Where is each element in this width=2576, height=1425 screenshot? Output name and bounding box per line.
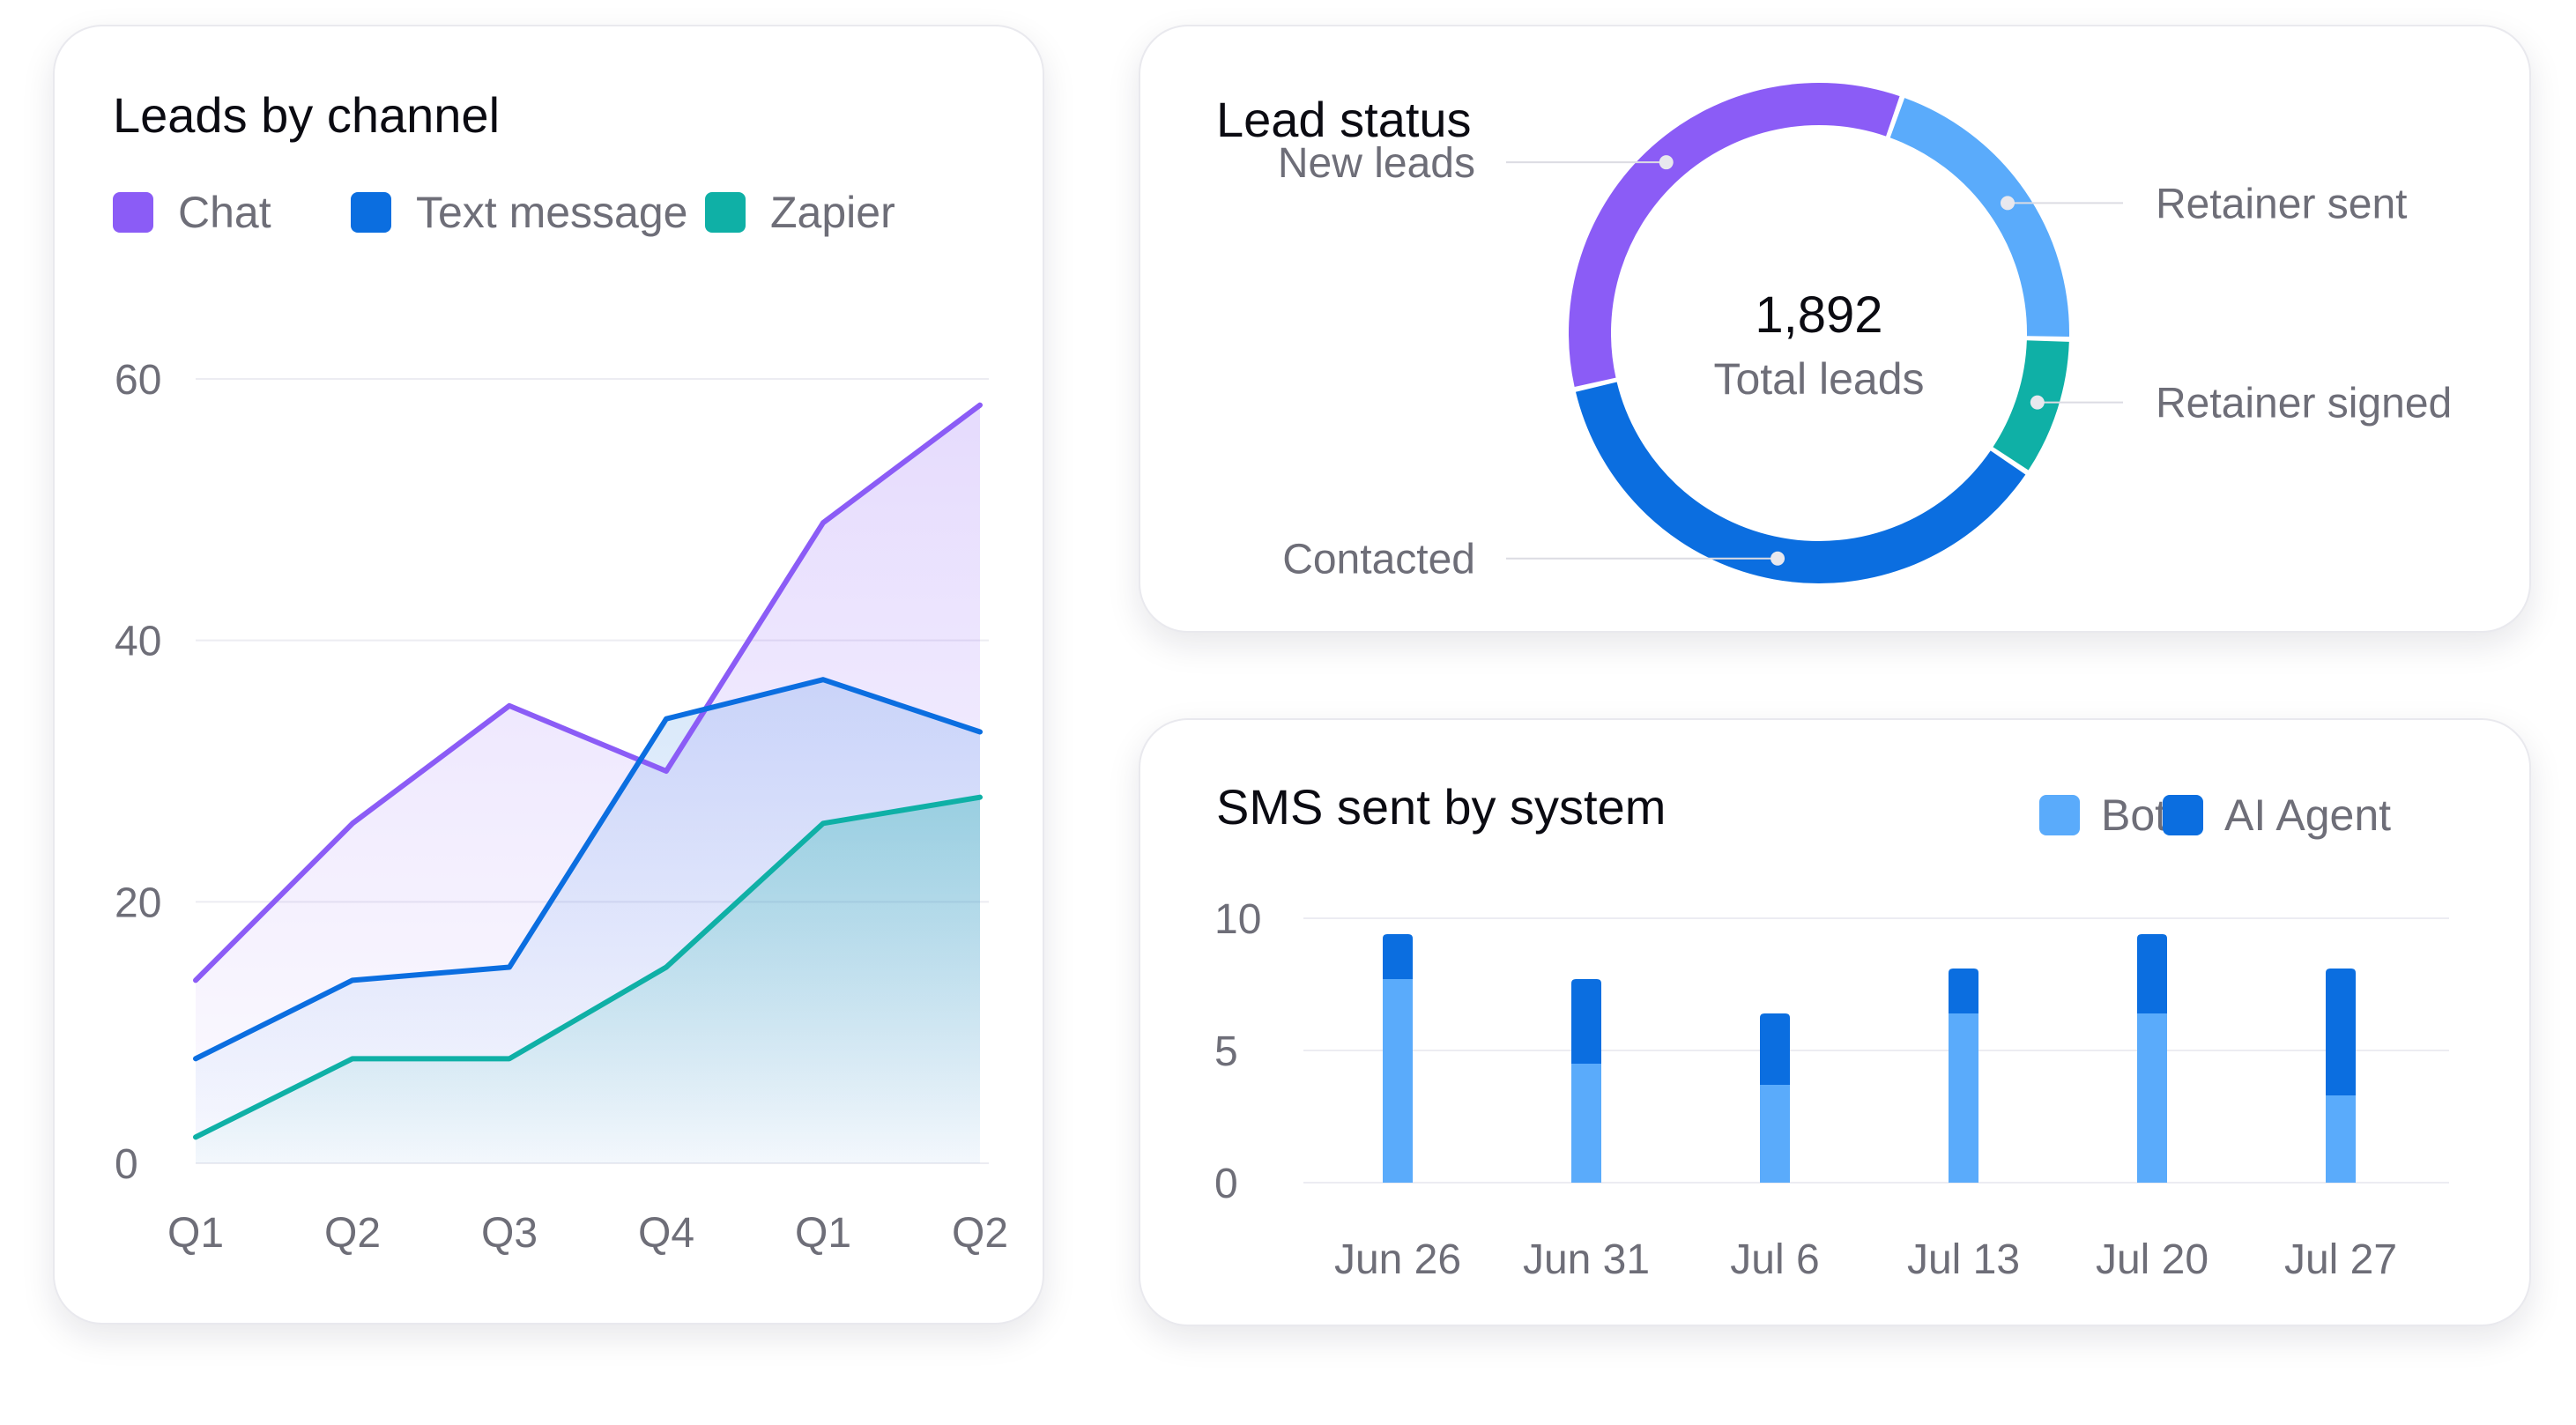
legend-item-text-message: Text message [351, 188, 687, 237]
y-tick-label: 5 [1214, 1028, 1238, 1075]
leader-dot [1771, 551, 1785, 566]
x-tick-label: Jun 26 [1334, 1236, 1461, 1283]
area-fills [196, 404, 980, 1164]
leader-dot [2030, 395, 2045, 410]
x-tick-label: Q4 [638, 1210, 694, 1257]
y-tick-label: 20 [115, 879, 161, 926]
lead-status-card: Lead status New leads Retainer sent Retain… [1139, 25, 2531, 633]
x-tick-label: Jul 20 [2096, 1236, 2209, 1283]
bar-ai-agent-jul-6 [1760, 1013, 1790, 1085]
slice-labels: New leads Retainer sent Retainer signed Con… [1278, 140, 2452, 583]
legend-swatch-chat [113, 192, 153, 233]
slice-label-text: Contacted [1282, 537, 1475, 583]
y-tick-label: 60 [115, 357, 161, 404]
bar-bot-jul-27 [2326, 1095, 2356, 1183]
line-chat [193, 402, 983, 983]
bar-bot-jun-31 [1571, 1064, 1601, 1183]
bar-ai-agent-jul-13 [1949, 969, 1978, 1013]
bar-ai-agent-jun-31 [1571, 979, 1601, 1064]
legend-label-ai-agent: AI Agent [2224, 790, 2391, 840]
legend-swatch-text-message [351, 192, 391, 233]
chart-legend: Chat Text message Zapier [113, 188, 895, 237]
bar-bot-jul-6 [1760, 1085, 1790, 1183]
total-leads-label: Total leads [1713, 354, 1924, 404]
legend-label-bot: Bot [2101, 790, 2167, 840]
legend-item-bot: Bot [2039, 790, 2167, 840]
y-axis: 0 5 10 [1214, 896, 1261, 1207]
x-axis: Jun 26 Jun 31 Jul 6 Jul 13 Jul 20 Jul 27 [1334, 1236, 2397, 1283]
legend-label-text-message: Text message [416, 188, 687, 237]
leader-dot [1659, 155, 1674, 170]
slice-label-contacted: Contacted [1282, 537, 1785, 583]
x-tick-label: Q1 [167, 1210, 224, 1257]
bar-bot-jul-13 [1949, 1013, 1978, 1183]
bar-bot-jul-20 [2137, 1013, 2167, 1183]
donut-slice-retainer-sent [1889, 98, 2069, 337]
total-leads-value: 1,892 [1755, 286, 1882, 344]
slice-label-text: New leads [1278, 140, 1475, 187]
y-tick-label: 0 [1214, 1161, 1238, 1207]
sms-sent-chart: SMS sent by system Bot AI Agent Jun 26 Jun… [1214, 779, 2449, 1283]
y-tick-label: 10 [1214, 896, 1261, 943]
line-zapier [193, 794, 983, 1140]
legend-swatch-zapier [705, 192, 746, 233]
x-tick-label: Q3 [481, 1210, 538, 1257]
bar-ai-agent-jul-20 [2137, 934, 2167, 1013]
sms-sent-card: SMS sent by system Bot AI Agent Jun 26 Jun… [1139, 718, 2531, 1326]
chart-title: SMS sent by system [1216, 779, 1666, 835]
slice-label-retainer-signed: Retainer signed [2030, 381, 2452, 427]
slice-label-retainer-sent: Retainer sent [2001, 181, 2408, 227]
x-tick-label: Q1 [795, 1210, 851, 1257]
x-tick-label: Jul 13 [1907, 1236, 2020, 1283]
lead-status-donut: Lead status New leads Retainer sent Retain… [1216, 83, 2452, 583]
chart-title: Leads by channel [113, 87, 500, 143]
donut-slice-contacted [1575, 382, 2026, 583]
leader-dot [2001, 196, 2016, 211]
chart-title: Lead status [1216, 92, 1472, 147]
slice-label-text: Retainer signed [2156, 381, 2452, 427]
y-tick-label: 0 [115, 1141, 138, 1188]
leads-by-channel-card: Leads by channel Chat Text message Zapier … [53, 25, 1044, 1325]
leads-by-channel-chart: Leads by channel Chat Text message Zapier … [113, 87, 1008, 1257]
y-tick-label: 40 [115, 619, 161, 665]
bar-ai-agent-jul-27 [2326, 969, 2356, 1095]
stacked-bars [1383, 934, 2356, 1183]
area-zapier [196, 797, 980, 1163]
x-tick-label: Jul 27 [2284, 1236, 2397, 1283]
y-axis: 0 20 40 60 [115, 357, 161, 1188]
slice-label-text: Retainer sent [2156, 181, 2408, 227]
legend-swatch-bot [2039, 795, 2080, 835]
bar-bot-jun-26 [1383, 979, 1413, 1183]
legend-swatch-ai-agent [2163, 795, 2203, 835]
chart-legend: Bot AI Agent [2039, 790, 2391, 840]
legend-item-chat: Chat [113, 188, 271, 237]
line-text-message [193, 677, 983, 1062]
legend-label-zapier: Zapier [770, 188, 895, 237]
x-tick-label: Jul 6 [1730, 1236, 1819, 1283]
legend-item-ai-agent: AI Agent [2163, 790, 2391, 840]
x-axis: Q1 Q2 Q3 Q4 Q1 Q2 [167, 1210, 1008, 1257]
slice-label-new-leads: New leads [1278, 140, 1674, 187]
grid-lines [1303, 917, 2449, 1184]
legend-item-zapier: Zapier [705, 188, 895, 237]
legend-label-chat: Chat [178, 188, 271, 237]
x-tick-label: Q2 [324, 1210, 381, 1257]
x-tick-label: Q2 [952, 1210, 1008, 1257]
series-lines [193, 402, 983, 1140]
x-tick-label: Jun 31 [1523, 1236, 1650, 1283]
bar-ai-agent-jun-26 [1383, 934, 1413, 979]
